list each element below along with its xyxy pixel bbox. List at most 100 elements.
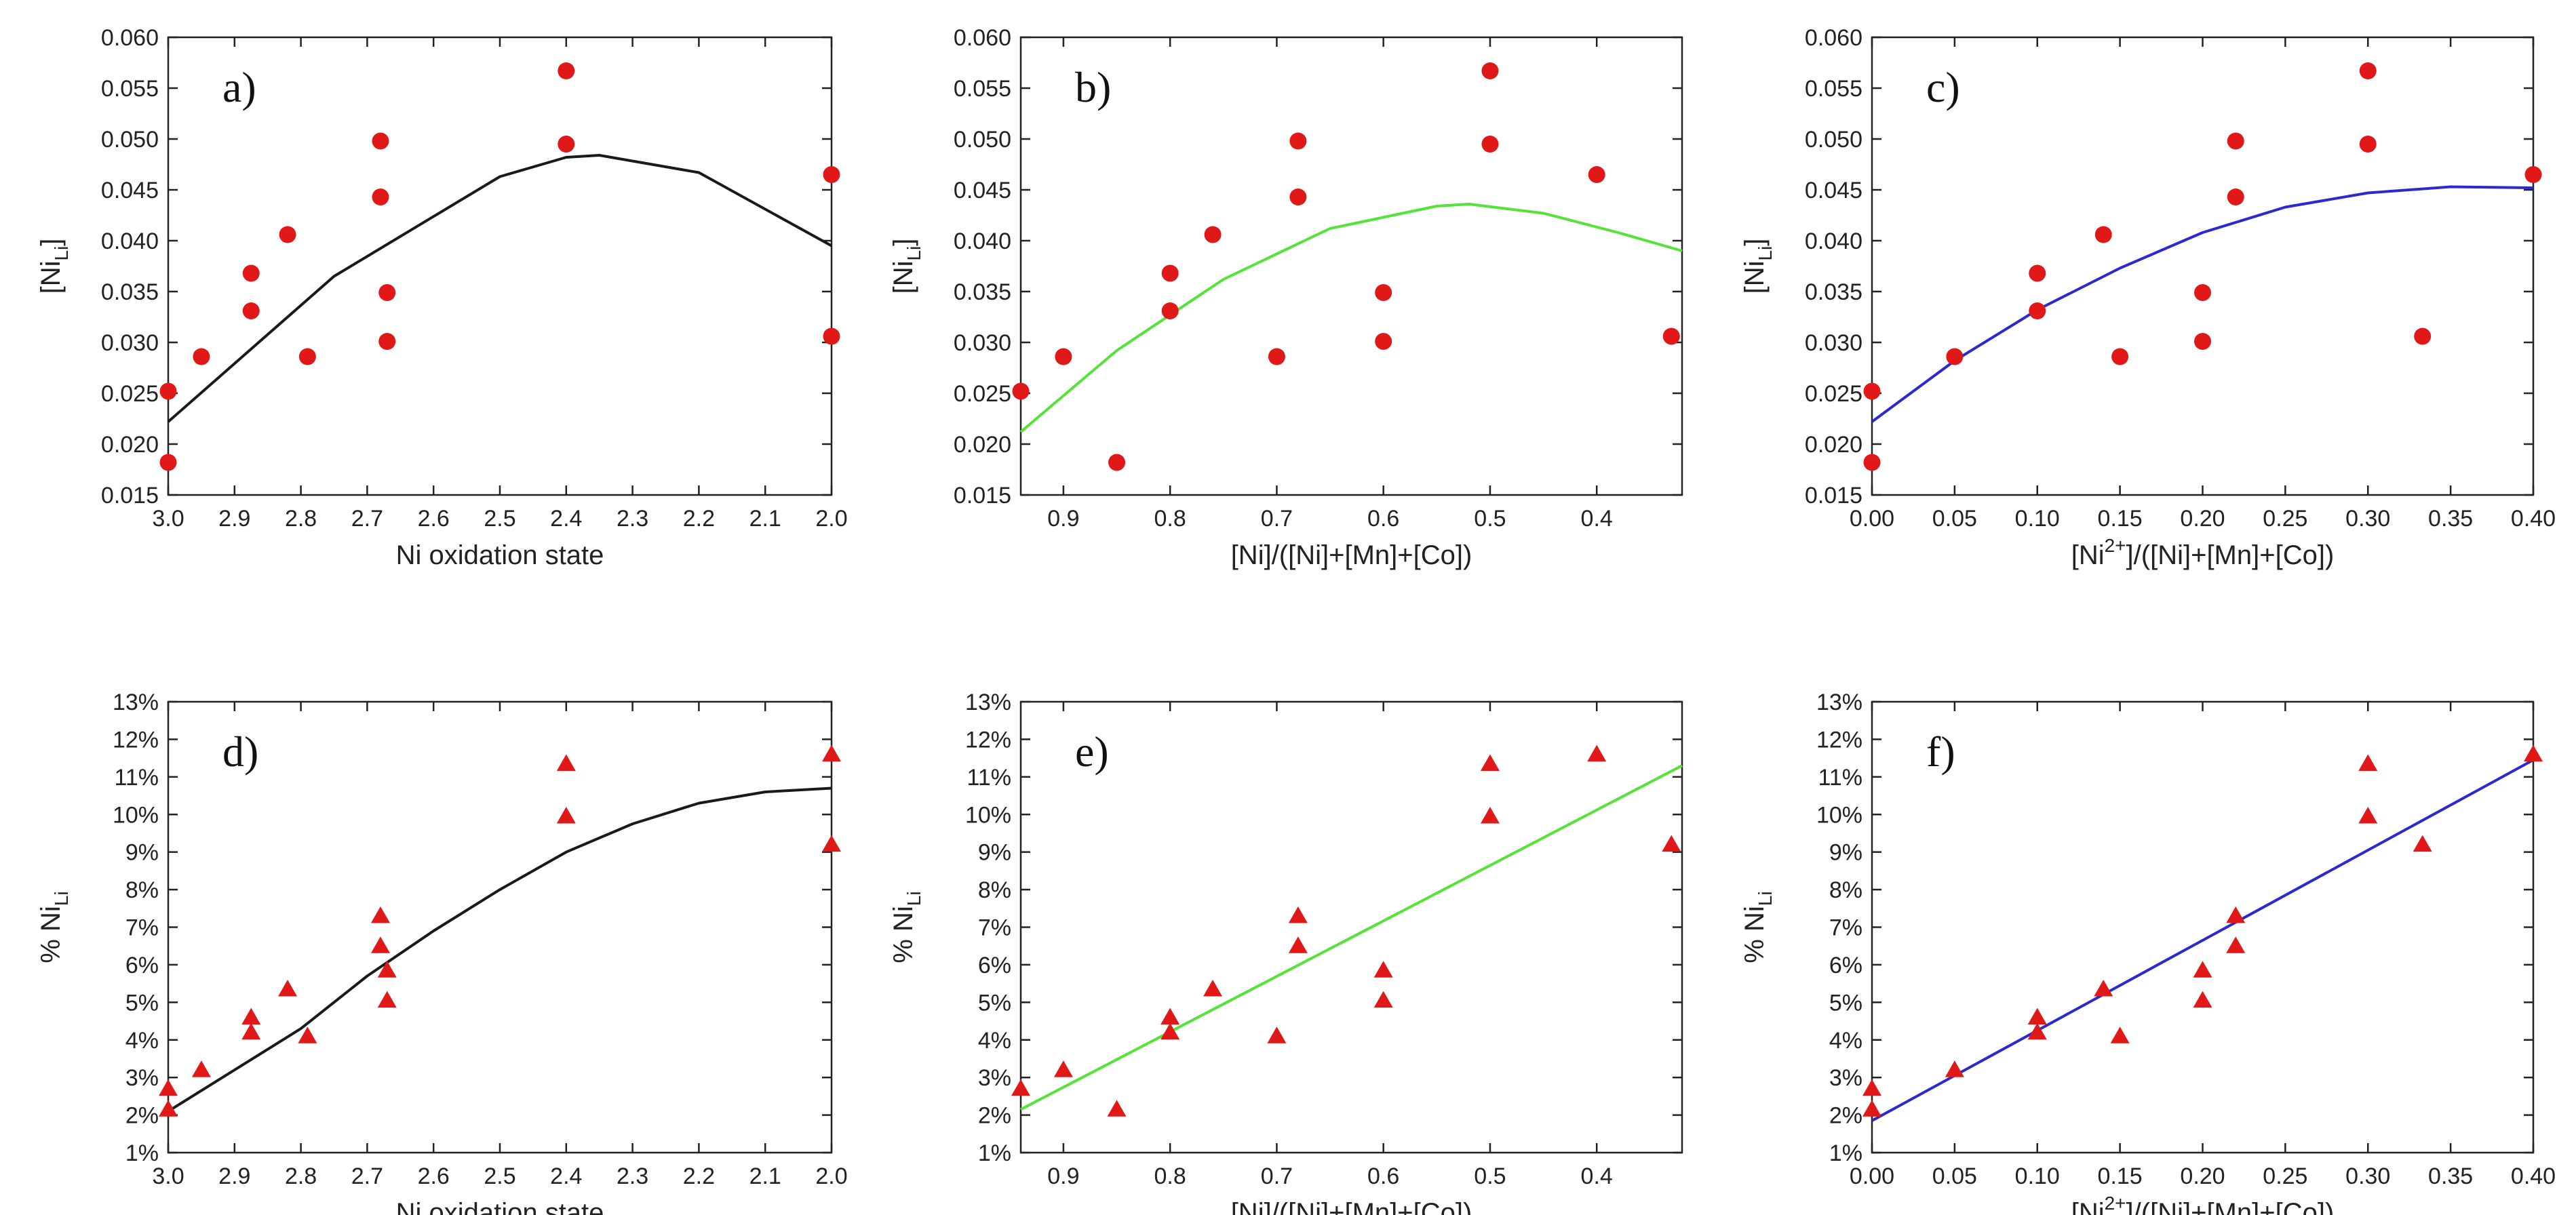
x-tick-label: 2.4 bbox=[550, 506, 582, 532]
y-tick-label: 0.055 bbox=[101, 76, 159, 102]
y-tick-label: 0.060 bbox=[101, 25, 159, 51]
x-tick-label: 0.5 bbox=[1474, 1163, 1506, 1189]
x-axis-label: [Ni]/([Ni]+[Mn]+[Co]) bbox=[1231, 1198, 1472, 1215]
plot-frame bbox=[1019, 36, 1683, 496]
plot-frame bbox=[167, 700, 833, 1154]
data-point bbox=[1375, 333, 1392, 350]
x-tick-label: 2.8 bbox=[285, 1163, 317, 1189]
fit-curve bbox=[1871, 759, 2534, 1122]
x-tick-label: 0.10 bbox=[2015, 1163, 2060, 1189]
x-tick-label: 3.0 bbox=[152, 506, 184, 532]
data-point bbox=[556, 807, 576, 824]
x-tick-label: 0.25 bbox=[2263, 1163, 2307, 1189]
data-point bbox=[558, 62, 575, 79]
data-point bbox=[2194, 333, 2211, 350]
x-tick-label: 2.5 bbox=[484, 1163, 515, 1189]
plot-frame bbox=[167, 36, 833, 496]
data-point bbox=[372, 188, 389, 205]
data-point bbox=[2358, 807, 2378, 824]
data-point bbox=[1289, 188, 1307, 205]
x-tick-label: 2.4 bbox=[550, 1163, 582, 1189]
x-tick-label: 0.05 bbox=[1932, 1163, 1977, 1189]
data-point bbox=[823, 327, 840, 345]
x-tick-label: 0.4 bbox=[1581, 506, 1613, 532]
y-tick-label: 2% bbox=[978, 1103, 1011, 1129]
data-point bbox=[2110, 1027, 2130, 1043]
y-tick-label: 7% bbox=[978, 915, 1011, 941]
data-point bbox=[1481, 62, 1499, 79]
data-point bbox=[278, 979, 298, 997]
x-tick-label: 0.10 bbox=[2015, 506, 2060, 532]
x-tick-label: 0.6 bbox=[1367, 506, 1399, 532]
x-tick-label: 2.9 bbox=[218, 1163, 250, 1189]
data-point bbox=[2413, 835, 2432, 852]
y-tick-label: 13% bbox=[113, 690, 159, 715]
y-tick-label: 1% bbox=[125, 1140, 159, 1166]
data-point bbox=[372, 132, 389, 150]
data-point bbox=[377, 961, 397, 978]
panel-f: 0.00 0.05 0.10 0.15 0.20 0.25 0.30 0.35 0.40 1% 2%… bbox=[1740, 690, 2556, 1215]
data-point bbox=[1055, 348, 1072, 365]
x-tick-label: 2.2 bbox=[683, 1163, 715, 1189]
data-point bbox=[378, 333, 396, 350]
data-point bbox=[241, 1022, 261, 1040]
data-point bbox=[558, 136, 575, 153]
data-point bbox=[1267, 1027, 1287, 1043]
data-point bbox=[2194, 284, 2211, 301]
y-tick-label: 11% bbox=[967, 765, 1011, 791]
data-point bbox=[159, 454, 177, 471]
data-point bbox=[1375, 284, 1392, 301]
x-tick-label: 0.25 bbox=[2263, 506, 2307, 532]
x-tick-label: 2.8 bbox=[285, 506, 317, 532]
fit-curve bbox=[1871, 185, 2534, 423]
data-point bbox=[556, 754, 576, 771]
x-tick-label: 0.35 bbox=[2428, 506, 2473, 532]
y-axis-label: % NiLi bbox=[36, 891, 72, 963]
data-point bbox=[2414, 327, 2432, 345]
data-point bbox=[1373, 961, 1393, 978]
x-tick-label: 2.6 bbox=[418, 506, 450, 532]
y-tick-label: 0.030 bbox=[954, 330, 1011, 356]
x-tick-label: 2.9 bbox=[218, 506, 250, 532]
y-tick-label: 13% bbox=[965, 690, 1011, 715]
data-point bbox=[298, 1027, 317, 1043]
data-point bbox=[2227, 132, 2244, 150]
y-tick-label: 4% bbox=[1829, 1028, 1862, 1054]
x-tick-label: 0.05 bbox=[1932, 506, 1977, 532]
x-tick-label: 0.20 bbox=[2180, 1163, 2225, 1189]
y-tick-label: 0.045 bbox=[1805, 178, 1862, 203]
y-tick-label: 8% bbox=[125, 877, 159, 903]
data-point bbox=[159, 1100, 178, 1117]
data-point bbox=[1862, 1100, 1881, 1117]
data-point bbox=[1945, 1060, 1964, 1077]
y-tick-label: 11% bbox=[1818, 765, 1862, 791]
x-tick-label: 2.2 bbox=[683, 506, 715, 532]
y-tick-label: 1% bbox=[978, 1140, 1011, 1166]
data-point bbox=[1587, 744, 1607, 762]
x-axis-label: [Ni2+]/([Ni]+[Mn]+[Co]) bbox=[2071, 1193, 2335, 1215]
x-tick-label: 0.4 bbox=[1581, 1163, 1613, 1189]
data-point bbox=[159, 382, 177, 400]
y-tick-label: 0.040 bbox=[954, 228, 1011, 254]
y-tick-label: 10% bbox=[113, 802, 159, 828]
data-point bbox=[2358, 754, 2378, 771]
x-tick-label: 0.15 bbox=[2098, 1163, 2143, 1189]
panel-label: a) bbox=[222, 63, 256, 111]
data-point bbox=[2027, 1008, 2047, 1024]
x-tick-label: 0.40 bbox=[2511, 506, 2556, 532]
x-tick-label: 2.5 bbox=[484, 506, 515, 532]
data-point bbox=[2193, 961, 2212, 978]
y-tick-label: 5% bbox=[1829, 990, 1862, 1016]
x-tick-label: 0.8 bbox=[1154, 506, 1186, 532]
y-tick-label: 0.015 bbox=[101, 483, 159, 509]
y-tick-label: 0.050 bbox=[101, 127, 159, 153]
data-point bbox=[823, 166, 840, 183]
x-axis-label: [Ni2+]/([Ni]+[Mn]+[Co]) bbox=[2071, 535, 2335, 570]
data-point bbox=[1480, 754, 1500, 771]
x-tick-label: 0.9 bbox=[1047, 506, 1079, 532]
panel-a: 3.0 2.9 2.8 2.7 2.6 2.5 2.4 2.3 2.2 2.1 2.0 0.015 0.… bbox=[36, 25, 848, 570]
y-axis-label: [NiLi] bbox=[889, 239, 924, 294]
data-point bbox=[370, 906, 390, 923]
data-point bbox=[1012, 382, 1030, 400]
